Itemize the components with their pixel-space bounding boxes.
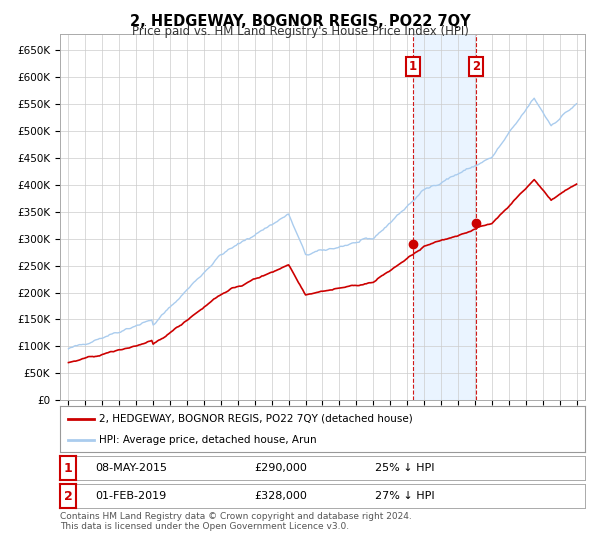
Text: £290,000: £290,000 <box>254 463 307 473</box>
Text: This data is licensed under the Open Government Licence v3.0.: This data is licensed under the Open Gov… <box>60 522 349 531</box>
Text: 2, HEDGEWAY, BOGNOR REGIS, PO22 7QY (detached house): 2, HEDGEWAY, BOGNOR REGIS, PO22 7QY (det… <box>100 414 413 424</box>
Text: 25% ↓ HPI: 25% ↓ HPI <box>375 463 434 473</box>
Text: 08-MAY-2015: 08-MAY-2015 <box>96 463 168 473</box>
Text: 2, HEDGEWAY, BOGNOR REGIS, PO22 7QY: 2, HEDGEWAY, BOGNOR REGIS, PO22 7QY <box>130 14 470 29</box>
Text: Contains HM Land Registry data © Crown copyright and database right 2024.: Contains HM Land Registry data © Crown c… <box>60 512 412 521</box>
Text: 1: 1 <box>64 461 73 475</box>
Text: 2: 2 <box>64 489 73 503</box>
Text: 1: 1 <box>409 60 417 73</box>
Text: 01-FEB-2019: 01-FEB-2019 <box>96 491 167 501</box>
Text: £328,000: £328,000 <box>254 491 307 501</box>
Text: Price paid vs. HM Land Registry's House Price Index (HPI): Price paid vs. HM Land Registry's House … <box>131 25 469 38</box>
Text: HPI: Average price, detached house, Arun: HPI: Average price, detached house, Arun <box>100 435 317 445</box>
Text: 27% ↓ HPI: 27% ↓ HPI <box>375 491 434 501</box>
Text: 2: 2 <box>472 60 481 73</box>
